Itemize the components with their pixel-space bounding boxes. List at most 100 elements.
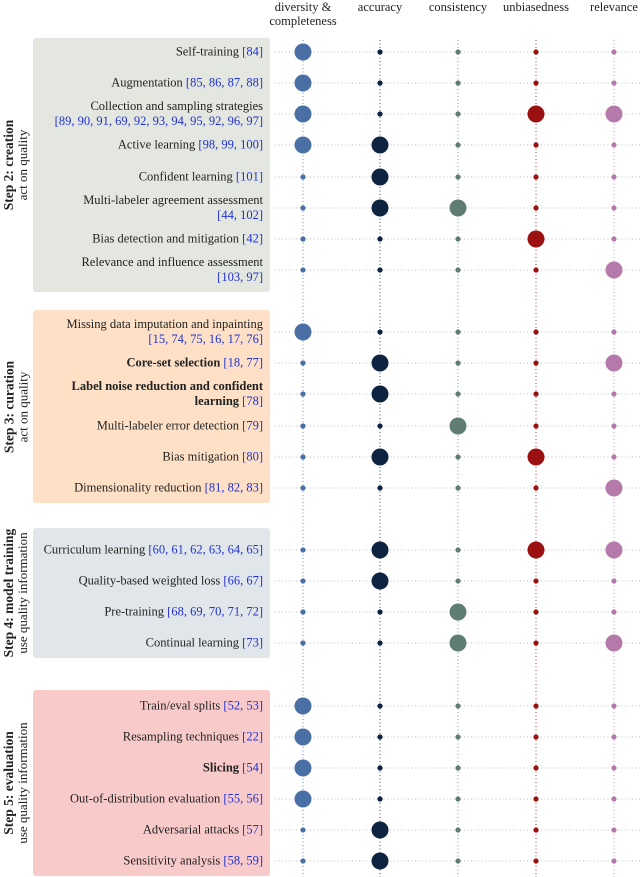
dot-large (605, 541, 623, 559)
method-refs: [44, 102] (217, 208, 263, 222)
method-refs: [57] (242, 822, 263, 837)
dot-small (533, 485, 539, 491)
dot-small (611, 454, 617, 460)
dot-small (300, 827, 306, 833)
column-header: relevance (564, 0, 640, 14)
dot-small (611, 142, 617, 148)
method-row: Confident learning [101] (37, 170, 263, 185)
dot-small (533, 703, 539, 709)
dot-small (455, 391, 461, 397)
column-header: accuracy (330, 0, 430, 14)
dot-large (449, 634, 467, 652)
dot-small (455, 827, 461, 833)
dot-small (300, 423, 306, 429)
dot-small (455, 765, 461, 771)
method-row: Adversarial attacks [57] (37, 823, 263, 838)
dot-large (294, 74, 312, 92)
dot-large (449, 603, 467, 621)
dot-small (455, 547, 461, 553)
method-label: Sensitivity analysis (123, 853, 221, 868)
dot-small (300, 578, 306, 584)
dot-small (455, 236, 461, 242)
dot-large (527, 448, 545, 466)
dot-large (294, 759, 312, 777)
dot-large (605, 105, 623, 123)
dot-small (300, 547, 306, 553)
dot-small (611, 423, 617, 429)
dot-large (294, 323, 312, 341)
step-box (33, 528, 270, 658)
dot-small (533, 578, 539, 584)
dot-small (533, 142, 539, 148)
method-refs: [15, 74, 75, 16, 17, 76] (148, 332, 263, 346)
dot-large (371, 199, 389, 217)
dot-large (294, 105, 312, 123)
method-refs: [103, 97] (217, 270, 263, 284)
dot-small (533, 49, 539, 55)
method-refs: [66, 67] (223, 573, 263, 588)
dot-small (300, 360, 306, 366)
dot-large (294, 697, 312, 715)
header-line: consistency (428, 0, 488, 14)
dot-large (371, 572, 389, 590)
dot-small (300, 640, 306, 646)
dot-small (377, 329, 383, 335)
method-refs: [78] (242, 394, 263, 408)
method-refs: [85, 86, 87, 88] (185, 75, 263, 90)
method-label: Active learning (117, 137, 196, 152)
method-row: Curriculum learning [60, 61, 62, 63, 64,… (37, 543, 263, 558)
header-line: relevance (590, 0, 638, 14)
dot-small (455, 80, 461, 86)
method-refs: [60, 61, 62, 63, 64, 65] (148, 542, 263, 557)
method-row: Quality-based weighted loss [66, 67] (37, 574, 263, 589)
dot-small (533, 765, 539, 771)
method-row: Self-training [84] (37, 45, 263, 60)
dot-small (300, 858, 306, 864)
dot-small (455, 360, 461, 366)
method-label: Slicing (202, 760, 240, 775)
dot-small (455, 578, 461, 584)
method-label: Multi-labeler agreement assessment (83, 193, 263, 207)
method-refs: [89, 90, 91, 69, 92, 93, 94, 95, 92, 96,… (54, 114, 263, 128)
dot-small (611, 329, 617, 335)
dot-large (294, 728, 312, 746)
step-subtitle: use quality information (15, 532, 30, 654)
dot-small (300, 609, 306, 615)
dot-small (533, 423, 539, 429)
method-label: Curriculum learning (43, 542, 146, 557)
method-row: Resampling techniques [22] (37, 730, 263, 745)
method-label: Dimensionality reduction (74, 480, 202, 495)
dot-small (377, 236, 383, 242)
dot-small (377, 765, 383, 771)
method-refs: [42] (242, 231, 263, 246)
method-refs: [54] (242, 760, 263, 775)
dot-small (455, 734, 461, 740)
dot-large (371, 354, 389, 372)
dot-small (300, 174, 306, 180)
method-row: Collection and sampling strategies [89, … (37, 99, 263, 129)
dot-small (611, 734, 617, 740)
dot-large (371, 541, 389, 559)
method-refs: [101] (235, 169, 263, 184)
dot-small (611, 578, 617, 584)
dot-large (294, 43, 312, 61)
method-row: Missing data imputation and inpainting [… (37, 317, 263, 347)
method-label: Bias detection and mitigation (92, 231, 240, 246)
method-label: Relevance and influence assessment (81, 255, 263, 269)
dot-small (533, 80, 539, 86)
method-label: Missing data imputation and inpainting (66, 317, 263, 331)
dot-small (300, 485, 306, 491)
method-row: Bias detection and mitigation [42] (37, 232, 263, 247)
dot-small (533, 174, 539, 180)
header-line: unbiasedness (503, 0, 569, 14)
dot-large (605, 354, 623, 372)
method-label: Label noise reduction and confident lear… (71, 379, 263, 408)
dot-large (371, 385, 389, 403)
method-row: Out-of-distribution evaluation [55, 56] (37, 792, 263, 807)
dot-small (377, 640, 383, 646)
dot-small (300, 205, 306, 211)
dot-large (294, 136, 312, 154)
dot-small (455, 796, 461, 802)
dot-small (611, 703, 617, 709)
